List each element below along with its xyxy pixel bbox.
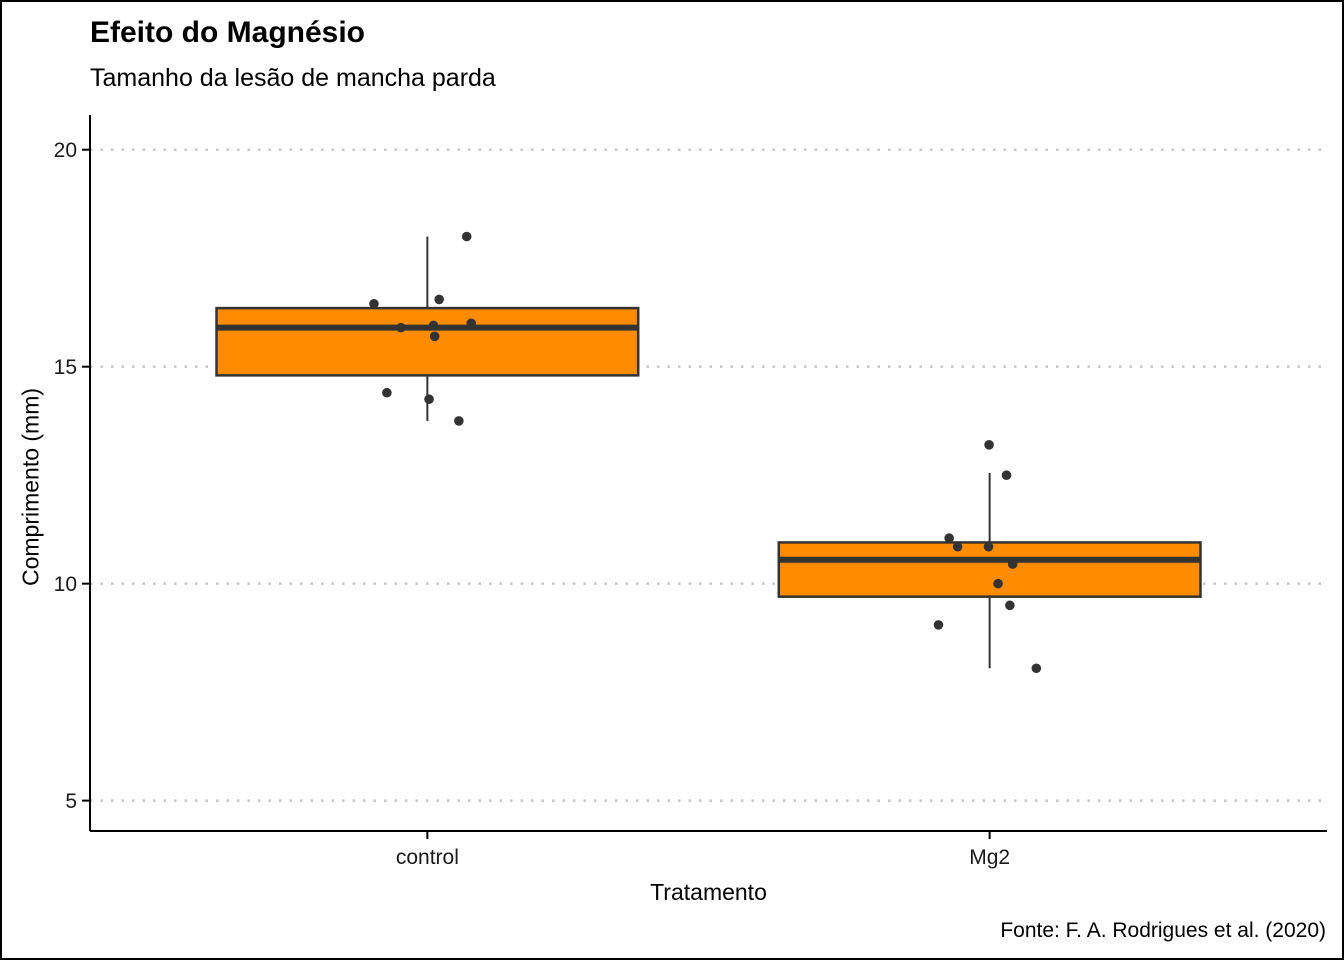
chart-caption: Fonte: F. A. Rodrigues et al. (2020) — [1000, 919, 1326, 942]
jitter-point — [1005, 600, 1015, 611]
jitter-point — [1001, 470, 1012, 480]
box — [777, 541, 1202, 598]
jitter-point — [984, 439, 994, 450]
jitter-point — [944, 533, 954, 543]
chart-subtitle: Tamanho da lesão de mancha parda — [90, 64, 496, 92]
jitter-point — [983, 541, 994, 552]
jitter-point — [434, 294, 444, 305]
chart-title: Efeito do Magnésio — [90, 16, 366, 49]
box — [215, 306, 640, 377]
jitter-point — [461, 231, 472, 242]
jitter-point — [424, 394, 434, 405]
jitter-point — [1007, 559, 1018, 569]
y-tick-label: 10 — [54, 573, 77, 596]
y-tick-label: 5 — [65, 790, 77, 813]
x-tick-label: control — [396, 846, 459, 869]
x-axis-title: Tratamento — [650, 879, 767, 905]
jitter-point — [429, 331, 440, 342]
jitter-point — [396, 322, 406, 333]
jitter-point — [933, 620, 944, 630]
jitter-point — [466, 318, 477, 329]
jitter-point — [428, 320, 439, 331]
jitter-point — [952, 541, 963, 552]
y-axis-title: Comprimento (mm) — [17, 387, 44, 587]
x-tick-label: Mg2 — [969, 846, 1010, 869]
jitter-point — [382, 387, 392, 398]
jitter-point — [993, 578, 1003, 589]
jitter-point — [454, 416, 464, 426]
y-tick-label: 20 — [54, 139, 77, 162]
jitter-point — [369, 298, 379, 309]
jitter-point — [1031, 663, 1042, 674]
y-tick-label: 15 — [54, 356, 77, 379]
